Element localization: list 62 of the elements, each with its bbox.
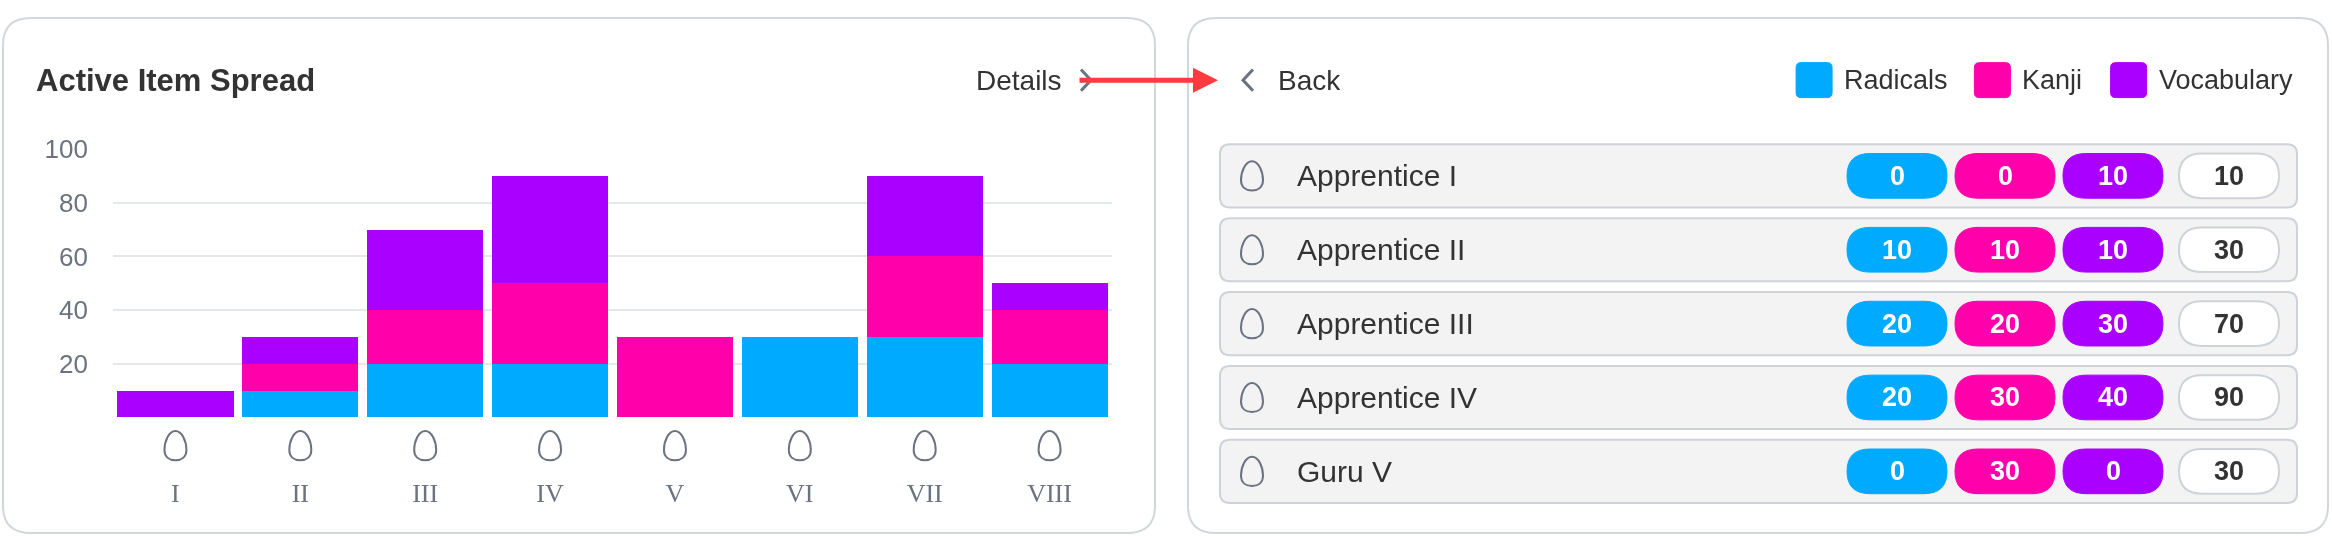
bar bbox=[367, 229, 484, 311]
x-tick-label: II bbox=[291, 479, 309, 509]
category-label: Apprentice III bbox=[1297, 307, 1474, 340]
bar bbox=[117, 390, 234, 418]
x-tick-label: VI bbox=[786, 479, 814, 509]
data-label: 10 bbox=[2098, 235, 2129, 265]
bar bbox=[616, 336, 733, 418]
bar bbox=[367, 310, 484, 364]
legend-label: Kanji bbox=[2022, 65, 2083, 95]
data-label: 10 bbox=[2098, 161, 2129, 191]
data-label: 0 bbox=[2106, 456, 2122, 486]
y-tick-label: 60 bbox=[59, 241, 88, 272]
text: 30 bbox=[2214, 235, 2245, 265]
category-label: Guru V bbox=[1297, 455, 1393, 488]
text: 90 bbox=[2214, 382, 2245, 412]
legend-label: Vocabulary bbox=[2159, 65, 2294, 95]
category-label: Apprentice IV bbox=[1297, 381, 1478, 414]
legend-label: Radicals bbox=[1844, 65, 1948, 95]
data-label: 40 bbox=[2098, 382, 2129, 412]
bar bbox=[991, 310, 1108, 364]
y-tick-label: 20 bbox=[59, 348, 88, 379]
x-tick-label: VII bbox=[906, 479, 943, 509]
y-tick-label: 80 bbox=[59, 187, 88, 218]
x-tick-label: IV bbox=[536, 479, 564, 509]
chart-title: Active Item Spread bbox=[36, 63, 316, 98]
data-label: 10 bbox=[1882, 235, 1913, 265]
x-tick-label: V bbox=[665, 479, 685, 509]
data-label: 30 bbox=[1990, 382, 2021, 412]
category-label: Apprentice I bbox=[1297, 159, 1458, 192]
bar bbox=[492, 175, 609, 284]
bar bbox=[866, 175, 983, 257]
text: 70 bbox=[2214, 309, 2245, 339]
bar bbox=[242, 390, 359, 418]
bar bbox=[866, 336, 983, 418]
text: 10 bbox=[2214, 161, 2245, 191]
text: Back bbox=[1278, 65, 1342, 96]
data-label: 30 bbox=[1990, 456, 2021, 486]
bar bbox=[866, 256, 983, 337]
data-label: 10 bbox=[1990, 235, 2021, 265]
text: 30 bbox=[2214, 456, 2245, 486]
data-label: 20 bbox=[1882, 309, 1913, 339]
text: Details bbox=[976, 65, 1062, 96]
x-tick-label: I bbox=[171, 479, 180, 509]
data-label: 30 bbox=[2098, 309, 2129, 339]
y-tick-label: 40 bbox=[59, 295, 88, 326]
x-tick-label: III bbox=[412, 479, 439, 509]
bar bbox=[741, 336, 858, 418]
data-label: 20 bbox=[1882, 382, 1913, 412]
data-label: 0 bbox=[1998, 161, 2014, 191]
data-label: 0 bbox=[1890, 161, 1906, 191]
data-label: 20 bbox=[1990, 309, 2021, 339]
bar bbox=[991, 283, 1108, 311]
category-label: Apprentice II bbox=[1297, 233, 1466, 266]
bar bbox=[991, 363, 1108, 418]
x-tick-label: VIII bbox=[1027, 479, 1072, 509]
y-tick-label: 100 bbox=[44, 134, 88, 165]
bar bbox=[242, 336, 359, 364]
bar bbox=[367, 363, 484, 418]
bar bbox=[492, 283, 609, 364]
bar bbox=[242, 363, 359, 391]
bar bbox=[492, 363, 609, 418]
data-label: 0 bbox=[1890, 456, 1906, 486]
